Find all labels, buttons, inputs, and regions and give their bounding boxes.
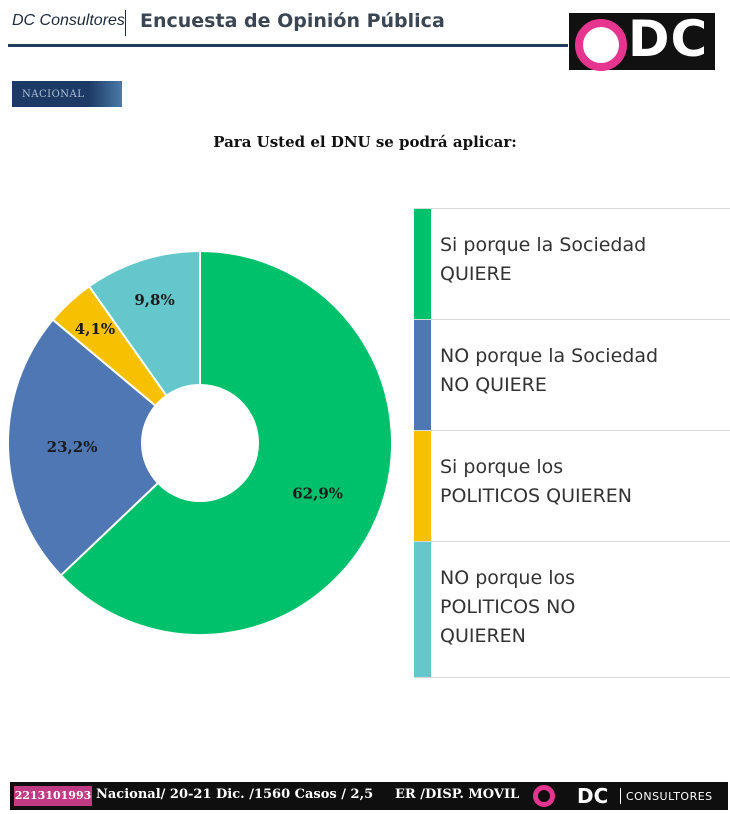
slice-value-label: 4,1% xyxy=(75,320,115,338)
logo-text: DC xyxy=(628,10,709,68)
legend-swatch xyxy=(414,209,431,319)
legend-item: NO porque los POLITICOS NO QUIEREN xyxy=(414,541,730,678)
legend-item: NO porque la Sociedad NO QUIERE xyxy=(414,319,730,430)
page-title: Encuesta de Opinión Pública xyxy=(140,10,445,32)
legend-label: Si porque la Sociedad QUIERE xyxy=(440,234,647,285)
chart-legend: Si porque la Sociedad QUIERE NO porque l… xyxy=(414,208,730,678)
legend-label: NO porque los POLITICOS NO QUIEREN xyxy=(440,567,576,647)
footer-logo-text: DC xyxy=(577,784,609,808)
legend-swatch xyxy=(414,542,431,677)
header-divider xyxy=(125,10,126,36)
brand-name: DC Consultores xyxy=(12,12,125,29)
header-rule xyxy=(8,44,568,47)
region-tag-label: NACIONAL xyxy=(22,89,85,100)
footer-info-2: ER /DISP. MOVIL xyxy=(395,787,520,802)
legend-item: Si porque los POLITICOS QUIEREN xyxy=(414,430,730,541)
footer-info: Nacional/ 20-21 Dic. /1560 Casos / 2,5 xyxy=(96,787,374,802)
legend-swatch xyxy=(414,320,431,430)
footer-logo-ring-icon xyxy=(533,785,555,807)
legend-label: Si porque los POLITICOS QUIEREN xyxy=(440,456,633,507)
legend-swatch xyxy=(414,431,431,541)
slice-value-label: 23,2% xyxy=(47,438,98,456)
logo-ring-icon xyxy=(575,19,627,71)
legend-item: Si porque la Sociedad QUIERE xyxy=(414,208,730,319)
donut-slice xyxy=(59,249,393,636)
donut-slice xyxy=(87,249,201,398)
region-tag: NACIONAL xyxy=(12,81,122,107)
slice-value-label: 62,9% xyxy=(292,484,343,502)
footer-phone: 2213101993 xyxy=(14,786,92,806)
footer-bar xyxy=(10,782,728,810)
chart-title: Para Usted el DNU se podrá aplicar: xyxy=(213,133,517,151)
donut-slice xyxy=(7,318,160,577)
legend-label: NO porque la Sociedad NO QUIERE xyxy=(440,345,659,396)
footer-divider xyxy=(620,788,621,804)
slice-value-label: 9,8% xyxy=(134,291,174,309)
footer-consultores: CONSULTORES xyxy=(626,790,713,803)
